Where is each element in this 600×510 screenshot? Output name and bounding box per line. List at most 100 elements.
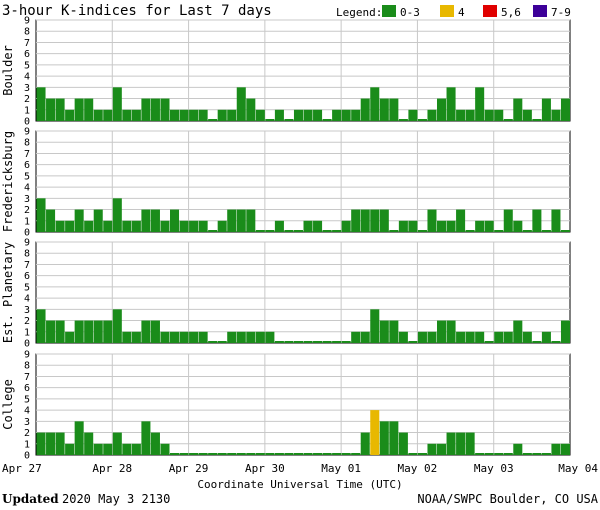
- bar: [189, 109, 199, 121]
- bar: [494, 331, 504, 343]
- bar: [370, 309, 380, 343]
- bar: [255, 230, 265, 232]
- y-tick-label: 3: [24, 83, 30, 94]
- bar: [427, 331, 437, 343]
- bar: [198, 109, 208, 121]
- bar: [303, 220, 313, 232]
- bar: [55, 220, 65, 232]
- bar: [103, 443, 113, 455]
- updated-value: 2020 May 3 2130: [62, 492, 170, 506]
- bar: [227, 331, 237, 343]
- bar: [551, 443, 561, 455]
- bar: [417, 230, 427, 232]
- bar: [456, 432, 466, 455]
- y-tick-label: 1: [24, 216, 30, 227]
- bar: [389, 98, 399, 121]
- bar: [217, 220, 227, 232]
- x-axis-label: Coordinate Universal Time (UTC): [197, 478, 402, 491]
- bar: [112, 87, 122, 121]
- bar: [360, 98, 370, 121]
- bar: [141, 421, 151, 455]
- bar: [475, 220, 485, 232]
- bar: [465, 230, 475, 232]
- bar: [503, 453, 513, 455]
- bar: [103, 320, 113, 343]
- bar: [131, 331, 141, 343]
- bar: [303, 453, 313, 455]
- bar: [379, 209, 389, 232]
- y-tick-label: 6: [24, 49, 30, 60]
- chart-title: 3-hour K-indices for Last 7 days: [2, 3, 272, 19]
- bar: [131, 109, 141, 121]
- bar: [65, 443, 75, 455]
- bar: [398, 432, 408, 455]
- bar: [465, 331, 475, 343]
- bar: [141, 209, 151, 232]
- legend-item-label-3: 5,6: [501, 6, 521, 19]
- bar: [170, 453, 180, 455]
- bar: [437, 443, 447, 455]
- bar: [370, 87, 380, 121]
- bar: [93, 109, 103, 121]
- bar: [150, 320, 160, 343]
- bar: [160, 331, 170, 343]
- bar: [208, 453, 218, 455]
- bar: [484, 109, 494, 121]
- bar: [341, 109, 351, 121]
- bar: [465, 432, 475, 455]
- panel-label: Est. Planetary: [1, 242, 15, 343]
- y-tick-label: 0: [24, 228, 30, 239]
- bar: [122, 443, 132, 455]
- bar: [36, 198, 46, 232]
- y-tick-label: 7: [24, 38, 30, 49]
- bar: [446, 87, 456, 121]
- bar: [122, 109, 132, 121]
- bar: [322, 119, 332, 121]
- bar: [293, 453, 303, 455]
- bar: [141, 98, 151, 121]
- bar: [93, 443, 103, 455]
- bar: [379, 320, 389, 343]
- bar: [437, 320, 447, 343]
- y-tick-label: 3: [24, 417, 30, 428]
- y-tick-label: 4: [24, 72, 30, 83]
- bar: [265, 453, 275, 455]
- bar: [112, 309, 122, 343]
- y-tick-label: 1: [24, 105, 30, 116]
- x-tick-label: Apr 27: [2, 462, 42, 475]
- bar: [284, 453, 294, 455]
- bar: [208, 230, 218, 232]
- y-tick-label: 3: [24, 305, 30, 316]
- bar: [160, 98, 170, 121]
- bar: [293, 341, 303, 343]
- y-tick-label: 7: [24, 372, 30, 383]
- bar: [560, 443, 570, 455]
- y-tick-label: 7: [24, 260, 30, 271]
- bar: [236, 209, 246, 232]
- bar: [84, 98, 94, 121]
- bar: [84, 220, 94, 232]
- x-tick-label: May 02: [398, 462, 438, 475]
- legend-swatch-4: [533, 5, 547, 17]
- legend-swatch-3: [483, 5, 497, 17]
- bar: [255, 331, 265, 343]
- bar: [189, 220, 199, 232]
- bar: [389, 320, 399, 343]
- x-tick-label: May 03: [474, 462, 514, 475]
- y-tick-label: 0: [24, 117, 30, 128]
- bar: [93, 320, 103, 343]
- bar: [417, 331, 427, 343]
- bar: [484, 453, 494, 455]
- bar: [351, 453, 361, 455]
- bar: [332, 453, 342, 455]
- bar: [332, 341, 342, 343]
- y-tick-label: 4: [24, 183, 30, 194]
- bar: [360, 432, 370, 455]
- bar: [427, 209, 437, 232]
- y-tick-label: 0: [24, 339, 30, 350]
- bar: [560, 98, 570, 121]
- bar: [141, 320, 151, 343]
